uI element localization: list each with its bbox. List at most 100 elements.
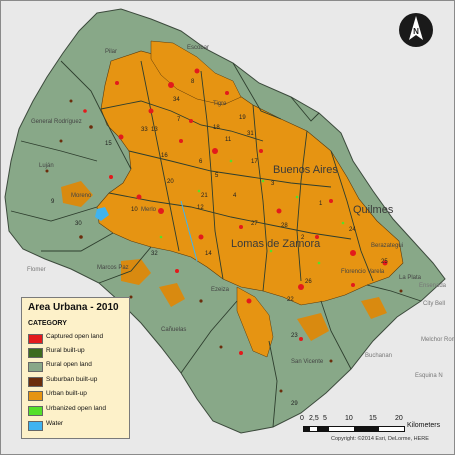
svg-text:5: 5 xyxy=(215,173,219,179)
label-berazategui: Berazategui xyxy=(371,243,403,249)
scale-bar: 0 2,5 5 10 15 20 Kilometers Copyright: ©… xyxy=(299,415,449,445)
scale-tick-label: 15 xyxy=(369,415,377,422)
label-melchor: Melchor Romero xyxy=(421,337,454,343)
label-moreno: Moreno xyxy=(71,193,92,199)
scale-bar-graphic xyxy=(303,426,405,432)
north-arrow-icon: N xyxy=(399,13,433,47)
label-san-vicente: San Vicente xyxy=(291,359,324,365)
legend-label: Urban built-up xyxy=(46,390,87,397)
scale-tick-label: 5 xyxy=(323,415,327,422)
svg-text:11: 11 xyxy=(225,137,232,143)
suburban-built-up xyxy=(45,99,403,393)
label-ezeiza: Ezeiza xyxy=(211,287,230,293)
svg-text:2: 2 xyxy=(301,235,305,241)
svg-text:18: 18 xyxy=(213,125,220,131)
label-florencio: Florencio Varela xyxy=(341,269,385,275)
svg-text:7: 7 xyxy=(177,117,181,123)
svg-text:3: 3 xyxy=(271,181,275,187)
captured-open-land xyxy=(83,68,388,355)
label-buenos-aires: Buenos Aires xyxy=(273,164,338,176)
label-marcos-paz: Marcos Paz xyxy=(97,265,129,271)
legend-item: Suburban built-up xyxy=(28,376,128,387)
label-lomas: Lomas de Zamora xyxy=(231,238,321,250)
svg-text:23: 23 xyxy=(291,333,298,339)
scale-tick-label: 2,5 xyxy=(309,415,319,422)
svg-text:6: 6 xyxy=(199,159,203,165)
legend-item: Captured open land xyxy=(28,333,128,344)
label-merlo: Merlo xyxy=(141,207,157,213)
label-pilar: Pilar xyxy=(105,49,117,55)
copyright-credit: Copyright: ©2014 Esri, DeLorme, HERE xyxy=(331,436,429,442)
legend-title: Area Urbana - 2010 xyxy=(28,302,119,313)
label-la-plata: La Plata xyxy=(399,275,422,281)
svg-text:26: 26 xyxy=(305,279,312,285)
svg-text:21: 21 xyxy=(201,193,208,199)
legend-label: Water xyxy=(46,420,64,427)
svg-text:20: 20 xyxy=(167,179,174,185)
legend-swatch xyxy=(28,377,43,387)
water-body xyxy=(95,207,109,221)
svg-text:4: 4 xyxy=(233,193,237,199)
district-boundaries xyxy=(10,60,422,428)
legend-subtitle: CATEGORY xyxy=(28,320,67,327)
legend-label: Rural open land xyxy=(46,361,92,368)
legend-item: Rural open land xyxy=(28,361,128,372)
scale-tick-label: 0 xyxy=(300,415,304,422)
urbanized-open-land xyxy=(159,159,345,265)
svg-text:17: 17 xyxy=(251,159,258,165)
scale-tick-label: 20 xyxy=(395,415,403,422)
svg-text:25: 25 xyxy=(381,259,388,265)
svg-text:33: 33 xyxy=(141,127,148,133)
svg-text:8: 8 xyxy=(191,79,195,85)
svg-text:29: 29 xyxy=(291,401,298,407)
svg-text:N: N xyxy=(413,27,419,36)
label-gen-rodriguez: General Rodríguez xyxy=(31,119,82,125)
svg-text:28: 28 xyxy=(281,223,288,229)
urban-core xyxy=(96,50,404,306)
svg-text:19: 19 xyxy=(239,115,246,121)
svg-text:22: 22 xyxy=(287,297,294,303)
svg-text:9: 9 xyxy=(51,199,55,205)
label-quilmes: Quilmes xyxy=(353,204,394,216)
svg-text:15: 15 xyxy=(105,141,112,147)
svg-text:16: 16 xyxy=(161,153,168,159)
legend-swatch xyxy=(28,391,43,401)
svg-text:12: 12 xyxy=(197,205,204,211)
label-city-bell: City Bell xyxy=(423,301,445,307)
legend-swatch xyxy=(28,362,43,372)
legend-label: Urbanized open land xyxy=(46,405,106,412)
legend-label: Suburban built-up xyxy=(46,376,98,383)
label-canuelas: Cañuelas xyxy=(161,327,186,333)
legend-swatch xyxy=(28,406,43,416)
legend-label: Rural built-up xyxy=(46,347,85,354)
svg-text:14: 14 xyxy=(205,251,212,257)
label-esquina: Esquina N xyxy=(415,373,443,379)
svg-text:24: 24 xyxy=(349,227,356,233)
urban-patch xyxy=(361,297,387,319)
svg-text:10: 10 xyxy=(131,207,138,213)
urban-patch xyxy=(121,259,151,285)
scale-unit: Kilometers xyxy=(407,422,441,429)
river xyxy=(180,200,198,262)
legend-item: Urban built-up xyxy=(28,390,128,401)
label-lujan: Luján xyxy=(39,163,54,169)
svg-text:32: 32 xyxy=(151,251,158,257)
label-escobar: Escobar xyxy=(187,45,209,51)
legend-swatch xyxy=(28,348,43,358)
map-legend: Area Urbana - 2010 CATEGORY Captured ope… xyxy=(21,297,130,439)
legend-swatch xyxy=(28,334,43,344)
legend-item: Water xyxy=(28,420,128,431)
svg-text:34: 34 xyxy=(173,97,180,103)
label-buchanan: Buchanan xyxy=(365,353,392,359)
svg-text:31: 31 xyxy=(247,131,254,137)
svg-text:1: 1 xyxy=(319,201,323,207)
district-numbers: 1 2 3 4 5 6 7 8 9 10 11 12 13 14 15 16 1… xyxy=(51,79,388,407)
label-flomer: Flomer xyxy=(27,267,46,273)
scale-labels: 0 2,5 5 10 15 20 xyxy=(299,415,449,425)
urban-patch xyxy=(159,283,185,307)
svg-text:30: 30 xyxy=(75,221,82,227)
scale-tick-label: 10 xyxy=(345,415,353,422)
svg-text:13: 13 xyxy=(151,127,158,133)
